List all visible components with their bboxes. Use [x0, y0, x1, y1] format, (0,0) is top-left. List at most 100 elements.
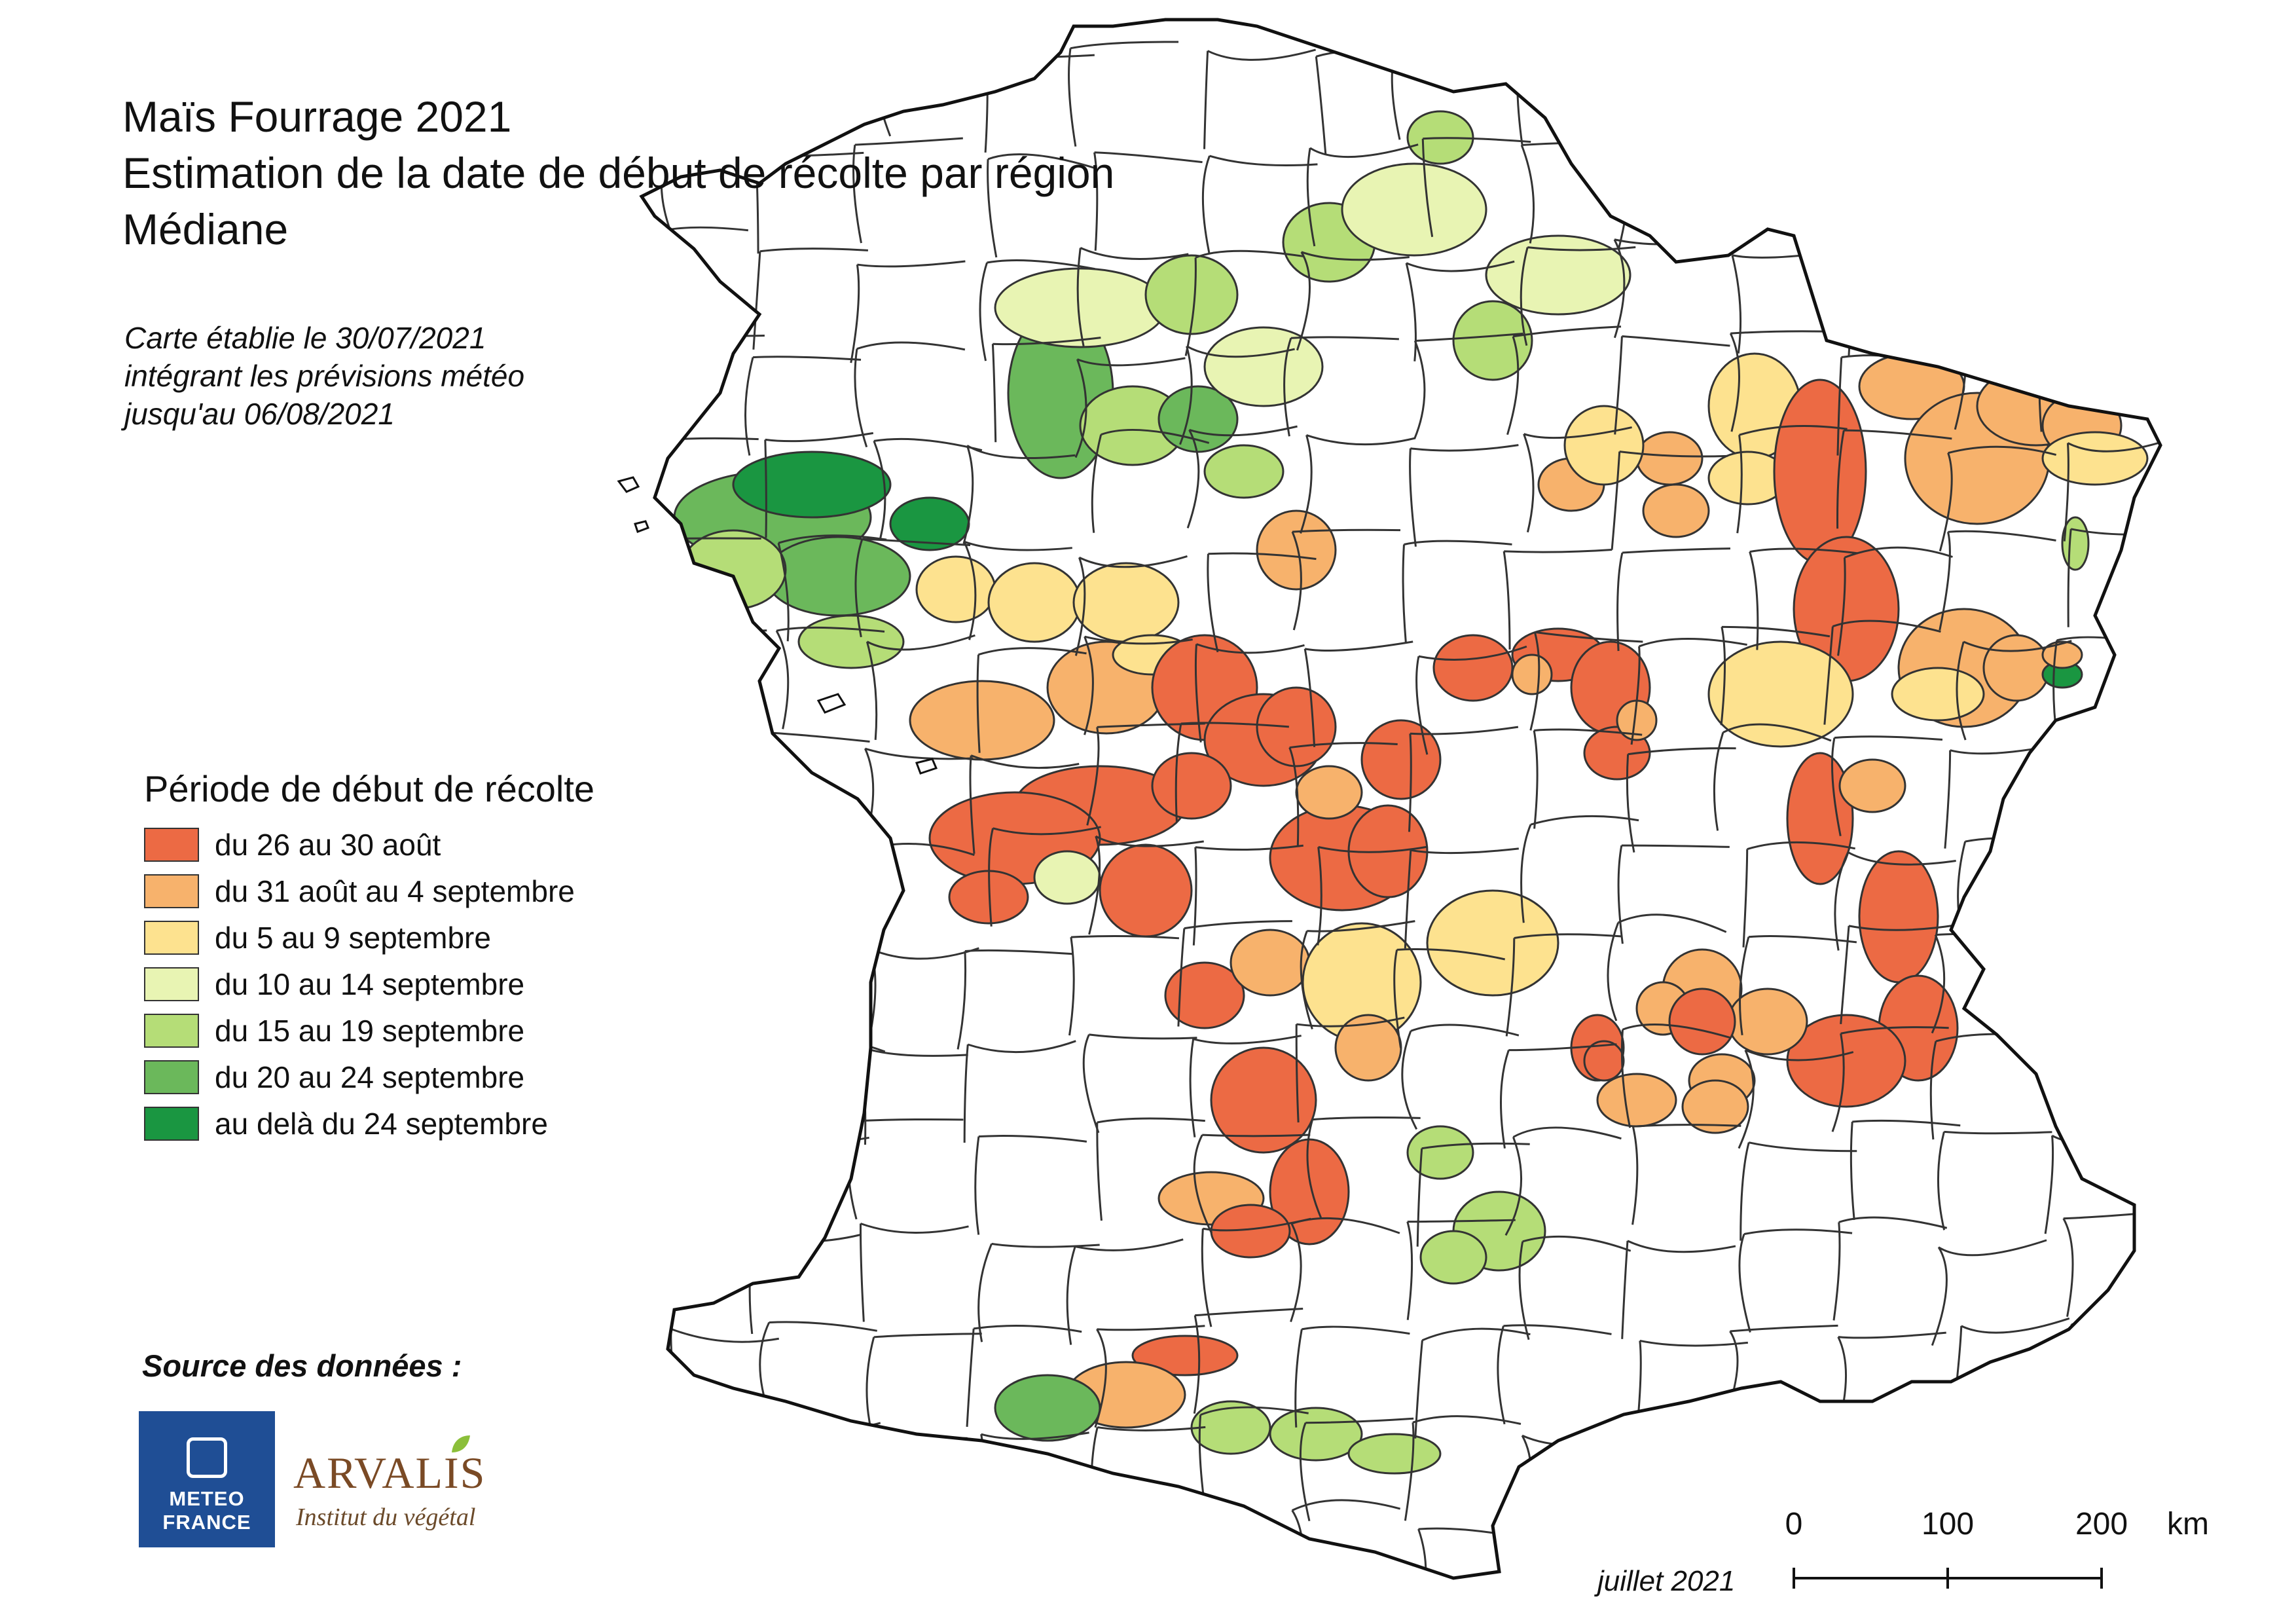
- region-border: [1607, 913, 1727, 1022]
- source-title: Source des données :: [142, 1348, 462, 1383]
- region-border: [1414, 1327, 1531, 1439]
- region-border: [852, 137, 963, 244]
- region-border: [854, 341, 966, 448]
- region-border: [1740, 1141, 1857, 1241]
- region-border: [1179, 345, 1295, 445]
- region-area: [1151, 752, 1232, 820]
- region-border: [777, 534, 887, 642]
- region-border: [1943, 240, 2053, 341]
- region-border: [1850, 1119, 1961, 1221]
- scale-bar: 0 100 200 km: [1768, 1506, 2213, 1611]
- region-area: [1583, 1040, 1625, 1082]
- region-border: [1931, 1239, 2047, 1346]
- region-border: [1497, 1324, 1612, 1425]
- region-border: [1749, 547, 1858, 650]
- region-border: [957, 949, 1074, 1050]
- region-border: [1295, 1016, 1405, 1123]
- region-border: [1082, 1033, 1197, 1134]
- legend-swatch: [144, 1013, 199, 1048]
- region-border: [1068, 41, 1179, 147]
- legend-label: du 15 au 19 septembre: [215, 1013, 525, 1048]
- region-border: [1096, 1117, 1205, 1221]
- scale-label-0: 0: [1785, 1507, 1803, 1541]
- region-border: [774, 1036, 886, 1141]
- legend-title: Période de début de récolte: [144, 768, 595, 809]
- legend-swatch: [144, 1060, 199, 1094]
- region-border: [1094, 1325, 1205, 1428]
- map-subtitle: Estimation de la date de début de récolt…: [122, 149, 1115, 197]
- region-area: [1858, 850, 1939, 984]
- region-border: [1836, 429, 1952, 529]
- region-area: [909, 680, 1055, 761]
- region-area: [1452, 300, 1533, 381]
- legend-label: du 5 au 9 septembre: [215, 920, 491, 955]
- legend-label: du 20 au 24 septembre: [215, 1060, 525, 1094]
- region-border: [1500, 1043, 1617, 1149]
- region-border: [2056, 243, 2160, 348]
- region-border: [866, 634, 975, 740]
- region-border: [1742, 841, 1855, 948]
- region-border: [2053, 67, 2160, 168]
- region-border: [664, 1139, 774, 1239]
- region-border: [1415, 645, 1527, 755]
- region-area: [1099, 843, 1193, 938]
- region-border: [2064, 1323, 2160, 1423]
- region-area: [987, 562, 1082, 643]
- region-border: [1504, 1126, 1622, 1236]
- date-label: juillet 2021: [1597, 1565, 1736, 1597]
- legend-swatch: [144, 1106, 199, 1141]
- arvalis-subtitle: Institut du végétal: [296, 1504, 476, 1531]
- region-border: [1317, 845, 1427, 946]
- region-border: [1957, 837, 2073, 940]
- leaf-icon: [452, 1435, 470, 1452]
- region-area: [1432, 634, 1514, 702]
- region-border: [1840, 923, 1958, 1025]
- region-border: [759, 1130, 869, 1230]
- region-border: [1088, 835, 1204, 935]
- region-border: [1533, 728, 1643, 829]
- region-border: [978, 1431, 1089, 1533]
- scale-unit: km: [2167, 1507, 2209, 1541]
- region-area: [1891, 667, 1985, 722]
- region-border: [1618, 143, 1732, 249]
- region-border: [1201, 155, 1318, 255]
- region-border: [1076, 247, 1189, 346]
- region-border: [963, 540, 1072, 640]
- region-border: [669, 1018, 778, 1118]
- region-area: [1563, 405, 1645, 486]
- region-border: [1823, 619, 1941, 725]
- region-border: [1503, 548, 1613, 650]
- region-area: [1144, 254, 1239, 335]
- logo-text: METEO: [169, 1487, 245, 1510]
- region-area: [1426, 889, 1559, 997]
- region-area: [1668, 987, 1736, 1056]
- legend-item: du 15 au 19 septembre: [144, 1007, 594, 1054]
- island-noirmoutier: [915, 758, 938, 775]
- meteo-france-emblem-icon: [187, 1437, 227, 1478]
- region-border: [1834, 851, 1956, 951]
- region-border: [1300, 920, 1415, 1030]
- island-belle-ile: [816, 693, 847, 714]
- legend-item: du 20 au 24 septembre: [144, 1054, 594, 1100]
- region-border: [977, 1242, 1100, 1342]
- legend-item: du 5 au 9 septembre: [144, 914, 594, 961]
- region-border: [1193, 1308, 1303, 1414]
- region-border: [1193, 1134, 1311, 1234]
- region-border: [866, 947, 979, 1048]
- region-area: [1511, 654, 1553, 695]
- island-molene: [634, 520, 649, 533]
- region-border: [1186, 425, 1298, 528]
- legend: Période de début de récolte du 26 au 30 …: [144, 766, 594, 1147]
- region-border: [1831, 735, 1943, 836]
- region-border: [642, 1234, 753, 1342]
- region-border: [754, 1536, 864, 1578]
- region-border: [1177, 920, 1292, 1027]
- region-border: [775, 626, 885, 729]
- region-area: [1347, 1433, 1442, 1475]
- region-border: [762, 930, 875, 1036]
- legend-swatch: [144, 967, 199, 1001]
- region-border: [644, 821, 757, 925]
- region-border: [1074, 555, 1188, 656]
- region-area: [797, 614, 905, 669]
- region-area: [1230, 929, 1311, 997]
